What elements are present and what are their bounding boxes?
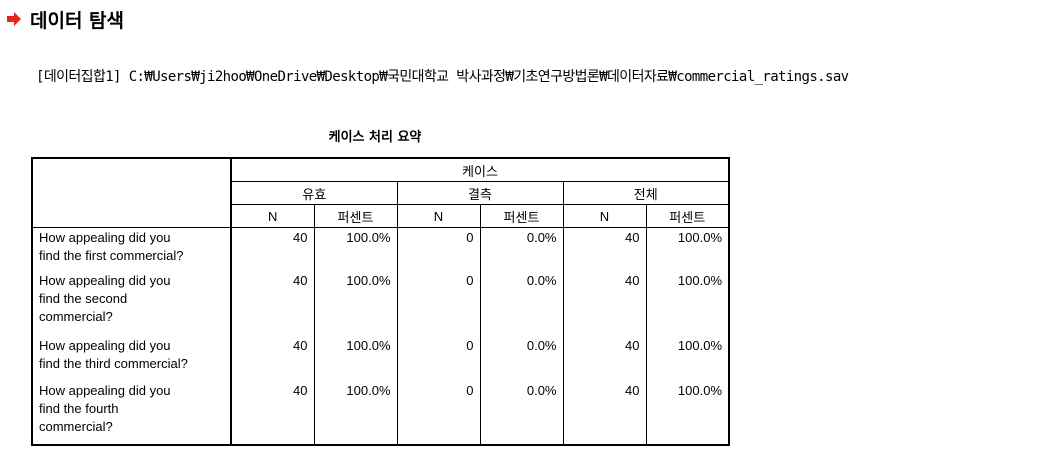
- subgroup-missing: 결측: [396, 181, 563, 205]
- row-label: How appealing did you find the first com…: [31, 227, 231, 271]
- col-header-percent: 퍼센트: [313, 204, 397, 228]
- dataset-path-line: [데이터집합1] C:₩Users₩ji2hoo₩OneDrive₩Deskto…: [36, 69, 849, 85]
- cell-valid-percent: 100.0%: [313, 336, 397, 381]
- table-row: How appealing did you find the second co…: [31, 271, 730, 336]
- case-processing-summary-table: 케이스 유효 결측 전체 N 퍼센트 N 퍼센트 N 퍼센트 How appea…: [31, 157, 730, 446]
- cell-total-percent: 100.0%: [645, 227, 730, 271]
- cell-missing-n: 0: [396, 227, 480, 271]
- cell-total-n: 40: [562, 381, 646, 446]
- cell-valid-n: 40: [230, 227, 314, 271]
- subgroup-valid: 유효: [230, 181, 397, 205]
- row-label-line: find the fourth: [39, 401, 119, 416]
- cell-total-n: 40: [562, 336, 646, 381]
- col-header-n: N: [230, 204, 314, 228]
- cell-missing-percent: 0.0%: [479, 336, 563, 381]
- cell-valid-n: 40: [230, 336, 314, 381]
- cell-total-percent: 100.0%: [645, 271, 730, 336]
- cell-valid-percent: 100.0%: [313, 381, 397, 446]
- row-label-line: find the second: [39, 291, 128, 306]
- row-label-line: commercial?: [39, 309, 113, 324]
- row-label-line: commercial?: [39, 419, 113, 434]
- cell-valid-n: 40: [230, 381, 314, 446]
- cell-total-n: 40: [562, 227, 646, 271]
- row-label-line: find the first commercial?: [39, 248, 184, 263]
- cell-valid-percent: 100.0%: [313, 227, 397, 271]
- red-arrow-icon: [7, 12, 21, 26]
- row-label-line: find the third commercial?: [39, 356, 188, 371]
- table-row: How appealing did you find the third com…: [31, 336, 730, 381]
- cell-missing-percent: 0.0%: [479, 227, 563, 271]
- col-header-percent: 퍼센트: [479, 204, 563, 228]
- cell-missing-n: 0: [396, 271, 480, 336]
- col-header-percent: 퍼센트: [645, 204, 730, 228]
- cell-missing-n: 0: [396, 336, 480, 381]
- row-label: How appealing did you find the fourth co…: [31, 381, 231, 446]
- cell-valid-n: 40: [230, 271, 314, 336]
- table-row: How appealing did you find the first com…: [31, 227, 730, 271]
- row-label: How appealing did you find the second co…: [31, 271, 231, 336]
- col-header-n: N: [396, 204, 480, 228]
- cell-missing-percent: 0.0%: [479, 381, 563, 446]
- cell-total-percent: 100.0%: [645, 381, 730, 446]
- row-label-line: How appealing did you: [39, 338, 171, 353]
- cell-missing-percent: 0.0%: [479, 271, 563, 336]
- table-row: How appealing did you find the fourth co…: [31, 381, 730, 446]
- cell-total-n: 40: [562, 271, 646, 336]
- page-title: 데이터 탐색: [30, 9, 125, 32]
- row-label-line: How appealing did you: [39, 383, 171, 398]
- cell-total-percent: 100.0%: [645, 336, 730, 381]
- subgroup-total: 전체: [562, 181, 730, 205]
- row-label-line: How appealing did you: [39, 273, 171, 288]
- cell-missing-n: 0: [396, 381, 480, 446]
- table-caption: 케이스 처리 요약: [328, 130, 422, 145]
- output-heading: 데이터 탐색: [6, 6, 124, 32]
- corner-cell: [31, 157, 231, 228]
- row-label-line: How appealing did you: [39, 230, 171, 245]
- group-header: 케이스: [230, 157, 730, 182]
- row-label: How appealing did you find the third com…: [31, 336, 231, 381]
- cell-valid-percent: 100.0%: [313, 271, 397, 336]
- col-header-n: N: [562, 204, 646, 228]
